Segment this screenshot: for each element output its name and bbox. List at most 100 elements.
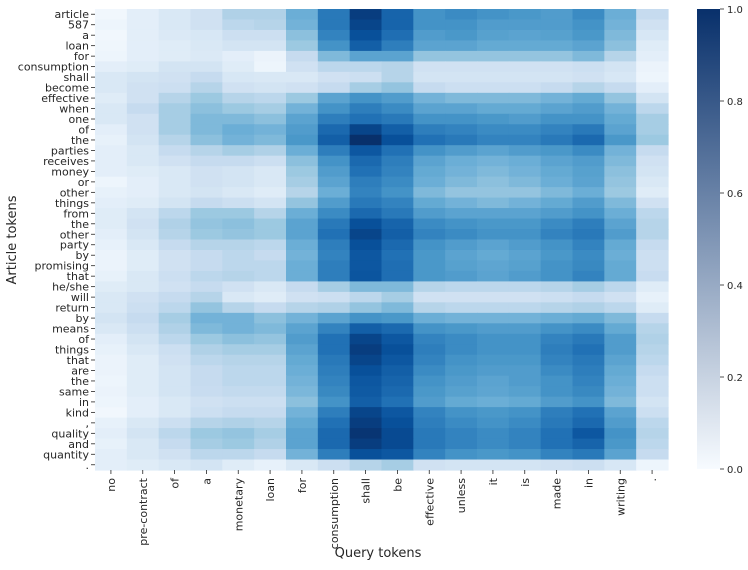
heatmap-cell — [254, 9, 287, 21]
heatmap-cell — [158, 396, 192, 408]
heatmap-cell — [95, 354, 128, 366]
heatmap-cell — [349, 9, 383, 21]
heatmap-cell — [381, 92, 414, 104]
heatmap-cell — [508, 61, 542, 73]
heatmap-cell — [636, 134, 669, 146]
heatmap-cell — [254, 40, 287, 52]
heatmap-cell — [126, 218, 160, 230]
heatmap-cell — [126, 270, 160, 283]
heatmap-cell — [317, 208, 351, 220]
colorbar-tick-label: 0.4 — [727, 281, 743, 292]
heatmap-cell — [381, 218, 414, 230]
heatmap-cell — [222, 176, 255, 188]
heatmap-cell — [413, 124, 446, 136]
heatmap-cell — [126, 323, 160, 335]
heatmap-cell — [286, 375, 319, 387]
heatmap-cell — [477, 260, 510, 272]
heatmap-cell — [604, 29, 637, 42]
heatmap-cell — [222, 375, 255, 387]
heatmap-cell — [286, 260, 319, 272]
colorbar-ticks: 0.0 0.2 0.4 0.6 0.8 1.0 — [720, 5, 743, 476]
heatmap-cell — [636, 229, 669, 241]
heatmap-cell — [540, 291, 574, 303]
heatmap-cell — [126, 134, 160, 146]
heatmap-cell — [95, 19, 128, 31]
heatmap-cell — [222, 19, 255, 31]
heatmap-cells — [95, 9, 669, 471]
heatmap-cell — [540, 354, 574, 366]
heatmap-cell — [286, 291, 319, 303]
heatmap-cell — [413, 155, 446, 167]
heatmap-cell — [445, 428, 478, 440]
y-tick-label: become — [45, 82, 89, 95]
heatmap-cell — [572, 40, 605, 52]
heatmap-cell — [126, 9, 160, 21]
x-tick-label: pre-contract — [137, 477, 150, 545]
heatmap-cell — [190, 50, 223, 62]
heatmap-cell — [636, 396, 669, 408]
heatmap-cell — [413, 208, 446, 220]
heatmap-cell — [317, 113, 351, 125]
y-tick-label: , — [86, 417, 90, 430]
heatmap-cell — [286, 218, 319, 230]
y-tick-label: party — [60, 239, 90, 252]
heatmap-cell — [540, 302, 574, 314]
heatmap-cell — [508, 449, 542, 461]
heatmap-cell — [381, 323, 414, 335]
heatmap-cell — [349, 396, 383, 408]
heatmap-cell — [95, 302, 128, 314]
heatmap-cell — [381, 71, 414, 83]
heatmap-cell — [286, 145, 319, 157]
y-tick-label: the — [71, 375, 89, 388]
heatmap-cell — [190, 449, 223, 461]
heatmap-cell — [604, 396, 637, 408]
heatmap-cell — [636, 61, 669, 73]
heatmap-cell — [126, 438, 160, 450]
heatmap-cell — [286, 438, 319, 450]
heatmap-cell — [286, 229, 319, 241]
heatmap-cell — [349, 103, 383, 115]
heatmap-cell — [286, 113, 319, 125]
heatmap-cell — [254, 103, 287, 115]
heatmap-cell — [572, 218, 605, 230]
heatmap-cell — [158, 375, 192, 387]
heatmap-cell — [636, 260, 669, 272]
heatmap-cell — [126, 354, 160, 366]
y-tick-label: quality — [51, 427, 89, 440]
heatmap-cell — [540, 323, 574, 335]
heatmap-cell — [286, 92, 319, 104]
heatmap-cell — [413, 187, 446, 199]
heatmap-cell — [317, 145, 351, 157]
heatmap-cell — [286, 19, 319, 31]
heatmap-cell — [158, 270, 192, 283]
heatmap-cell — [190, 375, 223, 387]
y-tick-label: are — [71, 364, 89, 377]
heatmap-cell — [190, 218, 223, 230]
heatmap-cell — [477, 155, 510, 167]
heatmap-cell — [317, 19, 351, 31]
heatmap-cell — [445, 71, 478, 83]
heatmap-cell — [636, 428, 669, 440]
heatmap-cell — [445, 82, 478, 94]
heatmap-cell — [604, 365, 637, 377]
heatmap-cell — [317, 71, 351, 83]
heatmap-cell — [222, 449, 255, 461]
heatmap-cell — [95, 166, 128, 178]
heatmap-cell — [222, 333, 255, 345]
heatmap-cell — [254, 50, 287, 62]
heatmap-cell — [349, 40, 383, 52]
heatmap-cell — [95, 375, 128, 387]
x-tick-label: be — [391, 478, 404, 492]
heatmap-cell — [349, 438, 383, 450]
heatmap-cell — [317, 302, 351, 314]
heatmap-cell — [477, 92, 510, 104]
heatmap-cell — [540, 229, 574, 241]
heatmap-cell — [540, 134, 574, 146]
heatmap-cell — [222, 155, 255, 167]
heatmap-cell — [190, 208, 223, 220]
heatmap-cell — [95, 218, 128, 230]
heatmap-cell — [604, 197, 637, 209]
heatmap-cell — [190, 270, 223, 283]
heatmap-cell — [95, 113, 128, 125]
